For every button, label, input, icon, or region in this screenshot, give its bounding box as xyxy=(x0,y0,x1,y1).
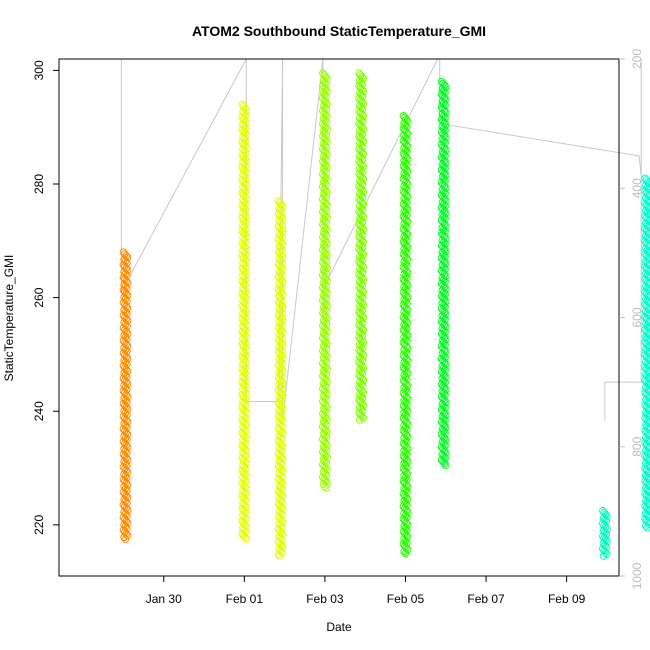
data-point xyxy=(121,484,130,493)
y2-tick-label: 1000 xyxy=(630,562,644,589)
data-point xyxy=(603,512,611,520)
data-point xyxy=(359,414,368,422)
y-tick-label: 300 xyxy=(32,60,46,80)
series-column-3 xyxy=(274,197,287,560)
data-point xyxy=(321,431,329,440)
data-point xyxy=(241,533,249,542)
data-point xyxy=(356,416,364,424)
data-point xyxy=(440,459,449,468)
data-point xyxy=(241,520,249,529)
series-column-4 xyxy=(319,69,331,492)
data-point xyxy=(401,549,410,558)
series-column-8 xyxy=(599,506,611,560)
data-point xyxy=(642,522,650,530)
y2-tick-label: 200 xyxy=(630,49,644,69)
data-point xyxy=(277,427,286,436)
data-point xyxy=(240,311,249,320)
series-column-5 xyxy=(355,69,368,424)
points-layer xyxy=(119,69,650,560)
data-point xyxy=(321,148,330,157)
data-point xyxy=(242,535,251,543)
data-point xyxy=(322,206,331,214)
data-point xyxy=(278,354,287,362)
data-point xyxy=(321,262,330,270)
y2-tick-label: 400 xyxy=(630,178,644,198)
data-point xyxy=(241,470,249,478)
y-axis: 220 240 260 280 300 xyxy=(32,60,59,535)
chart-title: ATOM2 Southbound StaticTemperature_GMI xyxy=(192,23,486,39)
series-column-1 xyxy=(119,248,132,543)
x-axis: Jan 30 Feb 01 Feb 03 Feb 05 Feb 07 Feb 09 xyxy=(146,576,586,606)
data-point xyxy=(643,246,650,255)
data-point xyxy=(274,550,283,559)
data-point xyxy=(122,403,130,412)
y-tick-label: 260 xyxy=(32,287,46,307)
series-column-6 xyxy=(399,112,412,558)
pressure-trace-layer xyxy=(120,58,642,421)
data-point xyxy=(123,443,132,451)
y2-axis: 200 400 600 800 1000 xyxy=(619,49,644,589)
data-point xyxy=(322,484,331,492)
series-column-9 xyxy=(641,174,650,532)
data-point xyxy=(599,552,608,560)
series-column-2 xyxy=(238,100,251,543)
x-tick-label: Feb 09 xyxy=(548,592,586,606)
y-tick-label: 280 xyxy=(32,174,46,194)
data-point xyxy=(276,206,285,214)
data-point xyxy=(276,552,284,560)
data-point xyxy=(241,414,250,423)
y2-tick-label: 600 xyxy=(630,307,644,327)
data-point xyxy=(321,482,329,490)
series-column-7 xyxy=(437,77,450,470)
x-tick-label: Jan 30 xyxy=(146,592,182,606)
y2-tick-label: 800 xyxy=(630,436,644,456)
data-point xyxy=(601,523,610,531)
y-tick-label: 220 xyxy=(32,515,46,535)
data-point xyxy=(321,375,330,384)
data-point xyxy=(241,255,249,264)
data-point xyxy=(120,533,128,542)
data-point xyxy=(643,523,650,532)
x-tick-label: Feb 01 xyxy=(226,592,264,606)
pressure-trace-line xyxy=(120,58,642,421)
x-tick-label: Feb 05 xyxy=(387,592,425,606)
x-tick-label: Feb 07 xyxy=(467,592,505,606)
data-point xyxy=(603,550,611,559)
data-point xyxy=(121,535,130,543)
data-point xyxy=(277,503,286,512)
data-point xyxy=(121,282,130,291)
data-point xyxy=(645,419,650,427)
data-point xyxy=(241,205,249,213)
data-point xyxy=(123,524,131,533)
x-axis-label: Date xyxy=(326,620,352,634)
data-point xyxy=(400,547,408,556)
data-point xyxy=(121,320,130,329)
x-tick-label: Feb 03 xyxy=(306,592,344,606)
data-point xyxy=(321,318,329,326)
y-tick-label: 240 xyxy=(32,401,46,421)
data-point xyxy=(240,362,249,370)
plot-frame xyxy=(58,58,620,577)
data-point xyxy=(276,281,285,290)
data-point xyxy=(602,543,611,551)
data-point xyxy=(322,92,331,101)
data-point xyxy=(401,373,410,381)
data-point xyxy=(440,182,449,190)
data-point xyxy=(442,461,450,470)
y-axis-label: StaticTemperature_GMI xyxy=(2,255,16,382)
